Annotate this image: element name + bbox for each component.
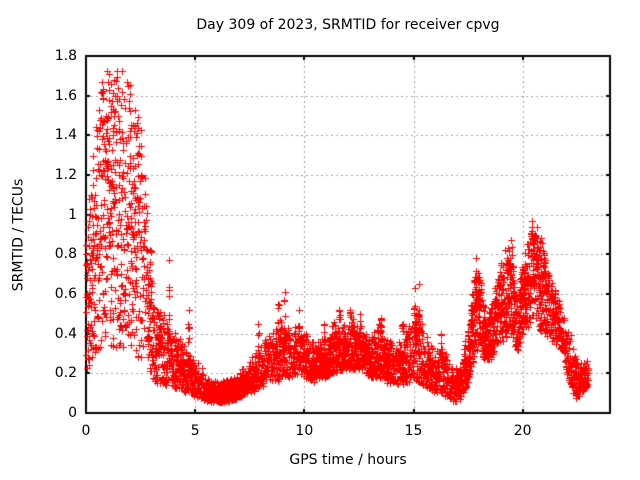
x-tick-label: 0	[81, 423, 91, 439]
y-tick-label: 0.8	[54, 246, 77, 263]
y-tick-label: 0.6	[54, 286, 77, 302]
y-tick-label: 0.4	[54, 325, 77, 342]
x-tick-label: 20	[513, 423, 532, 439]
x-tick-label: 10	[295, 423, 314, 439]
y-tick-label: 0	[68, 405, 77, 421]
chart-title: Day 309 of 2023, SRMTID for receiver cpv…	[196, 17, 500, 33]
y-tick-label: 1.4	[54, 127, 77, 144]
y-tick-label: 1	[68, 206, 77, 223]
y-tick-label: 1.6	[54, 87, 77, 104]
y-axis-label: SRMTID / TECUs	[10, 178, 27, 292]
y-tick-label: 1.2	[54, 167, 77, 183]
y-tick-label: 0.2	[54, 365, 77, 382]
x-tick-label: 15	[404, 423, 423, 439]
x-axis-label: GPS time / hours	[289, 452, 407, 468]
y-tick-label: 1.8	[54, 48, 77, 64]
x-tick-label: 5	[190, 423, 200, 439]
